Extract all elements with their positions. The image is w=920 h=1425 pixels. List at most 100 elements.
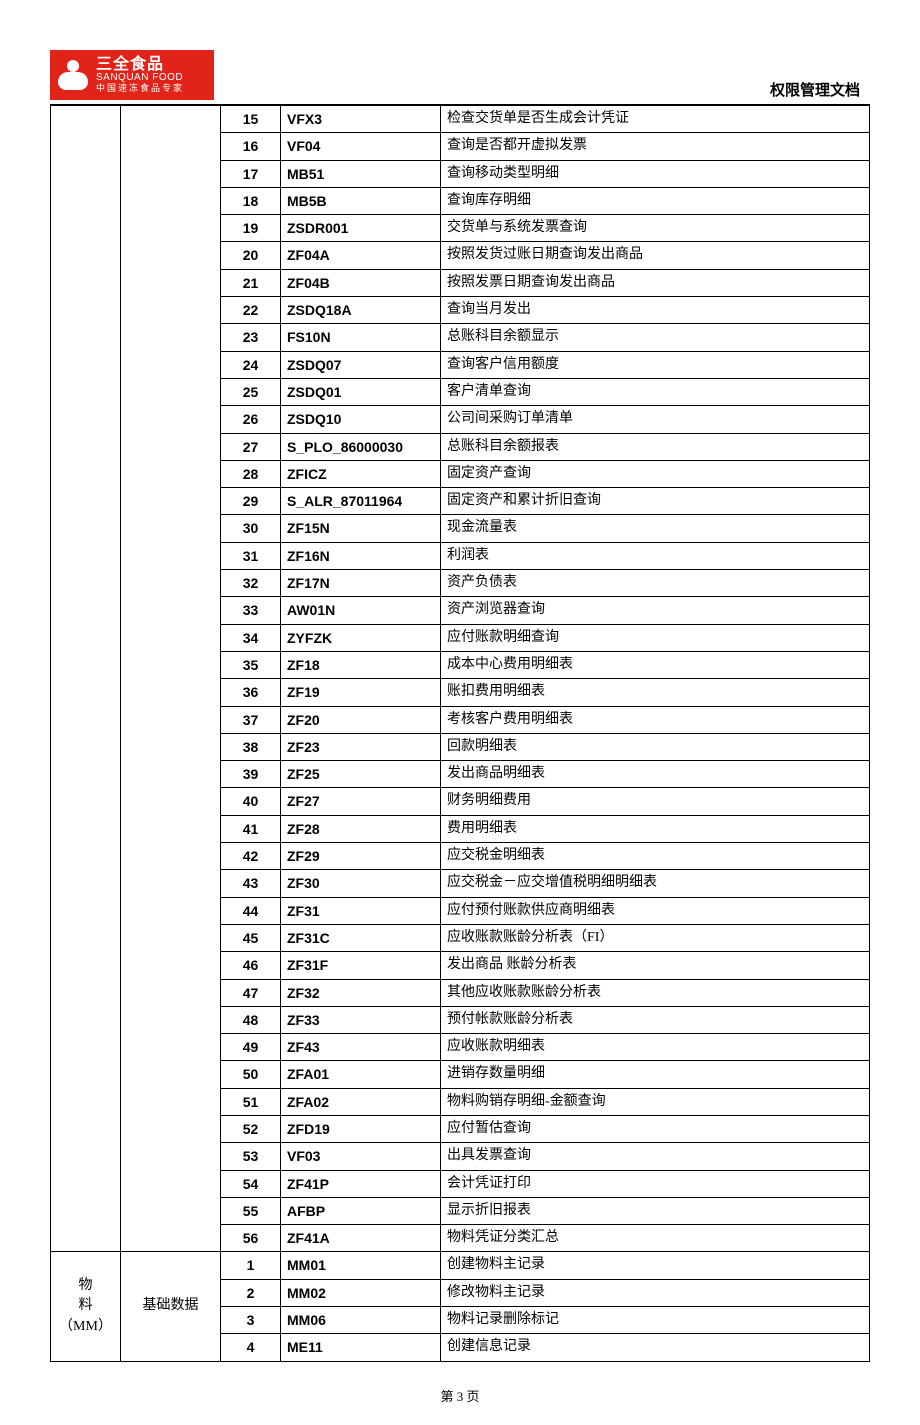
description-cell: 资产负债表: [441, 570, 870, 597]
row-index: 28: [221, 460, 281, 487]
row-index: 56: [221, 1225, 281, 1252]
document-title: 权限管理文档: [770, 79, 870, 100]
row-index: 25: [221, 378, 281, 405]
description-cell: 账扣费用明细表: [441, 679, 870, 706]
row-index: 3: [221, 1307, 281, 1334]
row-index: 24: [221, 351, 281, 378]
row-index: 2: [221, 1279, 281, 1306]
tcode-cell: VF04: [281, 133, 441, 160]
tcode-cell: ZF16N: [281, 542, 441, 569]
row-index: 20: [221, 242, 281, 269]
page-header: 三全食品 SANQUAN FOOD 中国速冻食品专家 权限管理文档: [50, 50, 870, 100]
description-cell: 考核客户费用明细表: [441, 706, 870, 733]
row-index: 44: [221, 897, 281, 924]
tcode-cell: MB5B: [281, 187, 441, 214]
tcode-cell: ZF41A: [281, 1225, 441, 1252]
row-index: 48: [221, 1006, 281, 1033]
description-cell: 物料凭证分类汇总: [441, 1225, 870, 1252]
permissions-table: 15VFX3检查交货单是否生成会计凭证16VF04查询是否都开虚拟发票17MB5…: [50, 106, 870, 1362]
brand-logo-icon: [56, 58, 90, 92]
row-index: 47: [221, 979, 281, 1006]
description-cell: 固定资产查询: [441, 460, 870, 487]
row-index: 4: [221, 1334, 281, 1361]
description-cell: 出具发票查询: [441, 1143, 870, 1170]
description-cell: 应交税金－应交增值税明细明细表: [441, 870, 870, 897]
description-cell: 创建信息记录: [441, 1334, 870, 1361]
description-cell: 检查交货单是否生成会计凭证: [441, 106, 870, 133]
description-cell: 查询当月发出: [441, 297, 870, 324]
tcode-cell: ZF18: [281, 651, 441, 678]
row-index: 40: [221, 788, 281, 815]
description-cell: 公司间采购订单清单: [441, 406, 870, 433]
row-index: 23: [221, 324, 281, 351]
row-index: 1: [221, 1252, 281, 1279]
tcode-cell: ZFD19: [281, 1115, 441, 1142]
description-cell: 应付预付账款供应商明细表: [441, 897, 870, 924]
description-cell: 会计凭证打印: [441, 1170, 870, 1197]
tcode-cell: ZSDR001: [281, 215, 441, 242]
row-index: 38: [221, 733, 281, 760]
row-index: 19: [221, 215, 281, 242]
brand-logo-text: 三全食品 SANQUAN FOOD 中国速冻食品专家: [96, 57, 184, 94]
tcode-cell: ZF15N: [281, 515, 441, 542]
row-index: 37: [221, 706, 281, 733]
row-index: 36: [221, 679, 281, 706]
row-index: 17: [221, 160, 281, 187]
description-cell: 应收账款明细表: [441, 1034, 870, 1061]
description-cell: 客户清单查询: [441, 378, 870, 405]
tcode-cell: ZF28: [281, 815, 441, 842]
page-footer: 第 3 页: [50, 1386, 870, 1405]
brand-name-cn: 三全食品: [96, 57, 184, 74]
tcode-cell: ZF32: [281, 979, 441, 1006]
tcode-cell: ME11: [281, 1334, 441, 1361]
tcode-cell: MM02: [281, 1279, 441, 1306]
description-cell: 固定资产和累计折旧查询: [441, 488, 870, 515]
description-cell: 应交税金明细表: [441, 843, 870, 870]
tcode-cell: VF03: [281, 1143, 441, 1170]
description-cell: 创建物料主记录: [441, 1252, 870, 1279]
row-index: 46: [221, 952, 281, 979]
row-index: 22: [221, 297, 281, 324]
tcode-cell: AW01N: [281, 597, 441, 624]
tcode-cell: ZF31: [281, 897, 441, 924]
row-index: 43: [221, 870, 281, 897]
tcode-cell: ZF19: [281, 679, 441, 706]
row-index: 30: [221, 515, 281, 542]
tcode-cell: VFX3: [281, 106, 441, 133]
tcode-cell: ZF27: [281, 788, 441, 815]
description-cell: 进销存数量明细: [441, 1061, 870, 1088]
description-cell: 财务明细费用: [441, 788, 870, 815]
description-cell: 应付账款明细查询: [441, 624, 870, 651]
row-index: 52: [221, 1115, 281, 1142]
tcode-cell: ZF23: [281, 733, 441, 760]
tcode-cell: AFBP: [281, 1197, 441, 1224]
description-cell: 应收账款账龄分析表（FI）: [441, 924, 870, 951]
row-index: 45: [221, 924, 281, 951]
tcode-cell: ZF33: [281, 1006, 441, 1033]
tcode-cell: ZSDQ10: [281, 406, 441, 433]
description-cell: 显示折旧报表: [441, 1197, 870, 1224]
row-index: 32: [221, 570, 281, 597]
description-cell: 应付暂估查询: [441, 1115, 870, 1142]
row-index: 41: [221, 815, 281, 842]
brand-logo: 三全食品 SANQUAN FOOD 中国速冻食品专家: [50, 50, 214, 100]
tcode-cell: MB51: [281, 160, 441, 187]
tcode-cell: ZFICZ: [281, 460, 441, 487]
description-cell: 查询库存明细: [441, 187, 870, 214]
tcode-cell: S_PLO_86000030: [281, 433, 441, 460]
table-row: 15VFX3检查交货单是否生成会计凭证: [51, 106, 870, 133]
row-index: 35: [221, 651, 281, 678]
tcode-cell: ZF29: [281, 843, 441, 870]
tcode-cell: S_ALR_87011964: [281, 488, 441, 515]
tcode-cell: ZF31C: [281, 924, 441, 951]
row-index: 39: [221, 761, 281, 788]
description-cell: 现金流量表: [441, 515, 870, 542]
tcode-cell: ZSDQ18A: [281, 297, 441, 324]
row-index: 15: [221, 106, 281, 133]
row-index: 50: [221, 1061, 281, 1088]
description-cell: 费用明细表: [441, 815, 870, 842]
row-index: 27: [221, 433, 281, 460]
tcode-cell: MM01: [281, 1252, 441, 1279]
description-cell: 按照发票日期查询发出商品: [441, 269, 870, 296]
description-cell: 其他应收账款账龄分析表: [441, 979, 870, 1006]
